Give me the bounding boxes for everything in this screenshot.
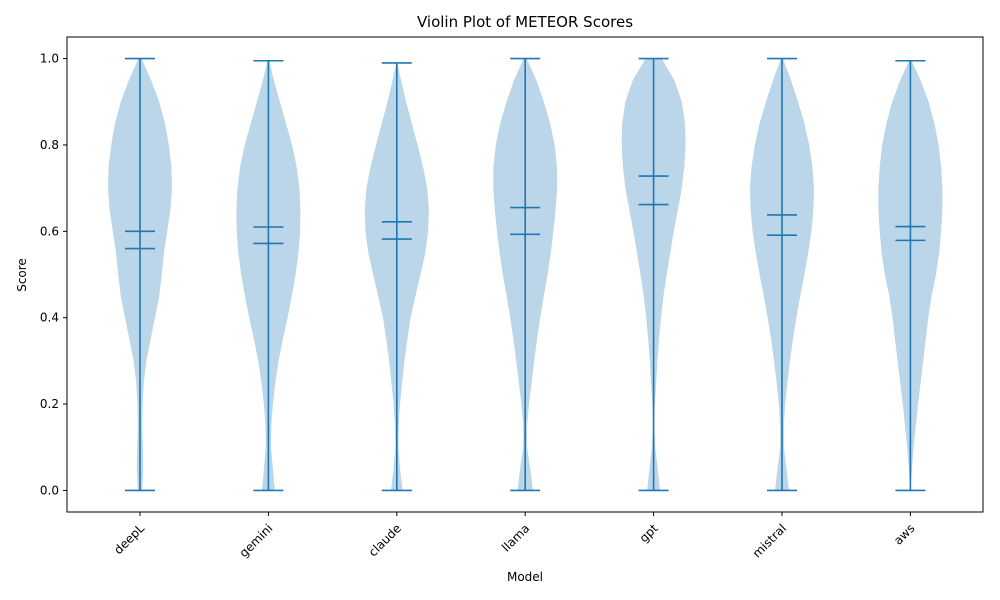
y-tick-label: 0.0 [40, 483, 59, 497]
x-axis-label: Model [507, 570, 543, 584]
chart-title: Violin Plot of METEOR Scores [417, 13, 633, 31]
y-tick-label: 0.2 [40, 397, 59, 411]
x-tick-label: claude [366, 521, 404, 559]
x-tick-label: gpt [637, 521, 661, 545]
x-tick-label: aws [891, 521, 917, 547]
violin-deepL [108, 57, 172, 492]
y-tick-label: 1.0 [40, 52, 59, 66]
x-axis: deepL gemini claude llama gpt mistral aws [111, 512, 918, 561]
violins-layer [108, 57, 943, 492]
y-tick-label: 0.4 [40, 311, 59, 325]
y-tick-label: 0.8 [40, 138, 59, 152]
y-axis-label: Score [15, 258, 29, 292]
x-tick-label: gemini [237, 521, 276, 560]
violin-llama [493, 57, 558, 492]
x-tick-label: deepL [111, 521, 147, 557]
violin-gemini [236, 59, 301, 492]
violin-aws [878, 59, 943, 492]
y-tick-label: 0.6 [40, 224, 59, 238]
violin-gpt [621, 57, 686, 492]
violin-mistral [750, 57, 814, 492]
violin-claude [364, 62, 429, 492]
x-tick-label: llama [499, 521, 532, 554]
x-tick-label: mistral [750, 521, 789, 560]
plot-frame [66, 36, 984, 513]
y-axis: 0.0 0.2 0.4 0.6 0.8 1.0 [40, 52, 67, 497]
